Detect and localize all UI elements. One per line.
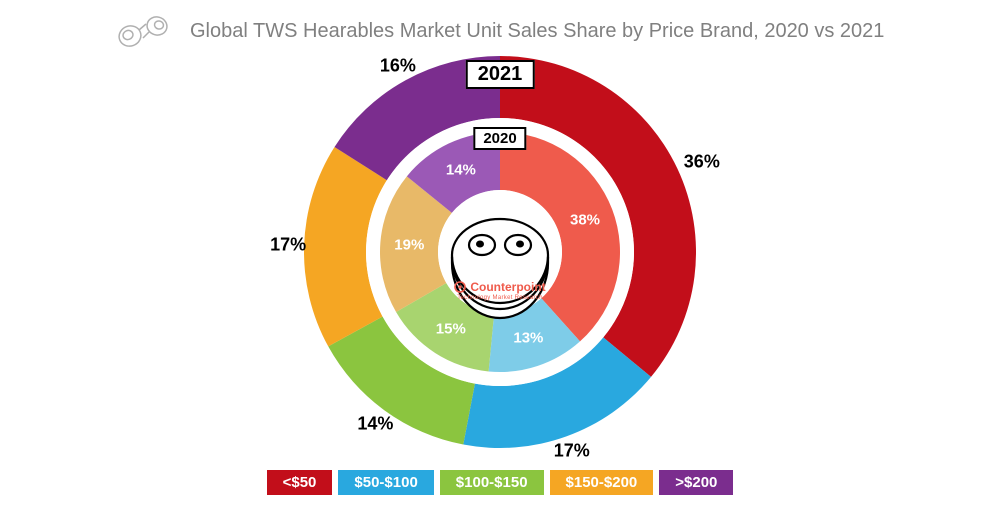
outer-year-label: 2021 xyxy=(466,60,535,89)
logo-brand-text: Counterpoint xyxy=(470,280,545,294)
outer-slice-label: 17% xyxy=(554,441,590,462)
chart-title: Global TWS Hearables Market Unit Sales S… xyxy=(190,20,884,43)
outer-slice-label: 16% xyxy=(380,56,416,77)
inner-year-label: 2020 xyxy=(473,127,526,150)
legend-item: $150-$200 xyxy=(550,470,654,495)
outer-slice-label: 14% xyxy=(357,413,393,434)
inner-slice-label: 13% xyxy=(513,330,543,347)
donut-chart: 2021 2020 36%17%14%17%16%38%13%15%19%14% xyxy=(300,52,700,452)
legend-item: $100-$150 xyxy=(440,470,544,495)
logo-brand: Counterpoint xyxy=(438,280,562,294)
inner-slice-label: 19% xyxy=(394,236,424,253)
legend-item: <$50 xyxy=(267,470,333,495)
earbuds-icon xyxy=(110,12,180,61)
legend-item: $50-$100 xyxy=(338,470,433,495)
legend-item: >$200 xyxy=(659,470,733,495)
outer-slice-label: 17% xyxy=(270,235,306,256)
inner-slice-label: 38% xyxy=(570,211,600,228)
logo-mark-icon xyxy=(454,281,466,293)
inner-slice-label: 14% xyxy=(446,161,476,178)
outer-slice-label: 36% xyxy=(684,151,720,172)
earbud-case-icon xyxy=(438,203,562,327)
center-logo: Counterpoint Technology Market Research xyxy=(438,203,562,301)
page-root: Global TWS Hearables Market Unit Sales S… xyxy=(0,0,1000,509)
legend: <$50$50-$100 $100-$150$150-$200>$200 xyxy=(0,470,1000,495)
